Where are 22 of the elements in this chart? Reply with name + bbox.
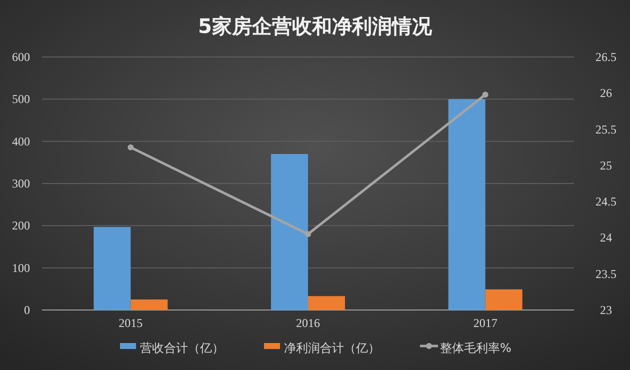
y2-tick-label: 24	[600, 230, 612, 245]
y2-tick-label: 26.5	[596, 50, 616, 64]
y-tick-label: 400	[12, 134, 30, 148]
y2-tick-label: 25	[600, 158, 612, 172]
y-tick-label: 300	[12, 176, 30, 190]
legend-label: 营收合计（亿）	[140, 341, 224, 355]
y2-tick-label: 24.5	[596, 194, 616, 209]
chart-title: 5家房企营收和净利润情况	[198, 14, 433, 38]
y-tick-label: 500	[12, 92, 30, 106]
y-tick-label: 100	[12, 260, 30, 275]
y2-tick-label: 23.5	[596, 266, 616, 281]
y-tick-label: 0	[24, 303, 30, 317]
y-tick-label: 600	[12, 50, 30, 64]
x-tick-label: 2015	[118, 316, 143, 330]
y2-tick-label: 23	[600, 303, 612, 317]
legend-label: 净利润合计（亿）	[284, 341, 380, 355]
y-tick-label: 200	[12, 218, 30, 233]
y2-tick-label: 25.5	[596, 122, 616, 136]
legend-label: 整体毛利率%	[440, 341, 512, 355]
x-tick-label: 2017	[473, 316, 498, 330]
x-tick-label: 2016	[296, 316, 320, 330]
y2-tick-label: 26	[600, 86, 612, 100]
